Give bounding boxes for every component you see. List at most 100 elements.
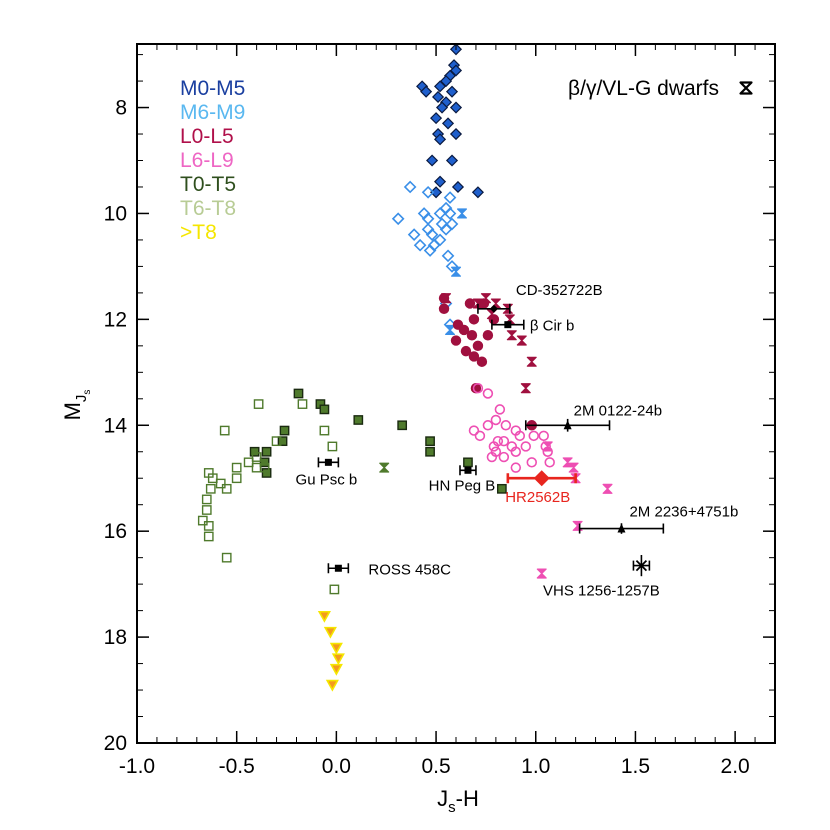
data-point <box>434 80 447 93</box>
data-point <box>463 457 473 468</box>
companion-marker <box>635 559 648 572</box>
data-point <box>438 303 450 314</box>
data-point <box>221 552 232 563</box>
data-point <box>602 483 613 494</box>
data-point <box>441 249 455 263</box>
data-point <box>243 457 254 468</box>
data-point <box>251 462 262 473</box>
data-point <box>325 679 339 692</box>
x-tick-label: 2.0 <box>721 755 750 778</box>
data-point <box>403 180 417 194</box>
data-point <box>317 610 331 623</box>
data-point <box>498 451 510 463</box>
companion-marker <box>464 466 472 474</box>
data-point <box>506 330 517 341</box>
data-point <box>471 186 484 199</box>
data-point <box>445 154 459 167</box>
data-point <box>430 112 443 125</box>
data-point <box>407 228 421 241</box>
data-point <box>480 293 491 304</box>
data-point <box>443 191 457 204</box>
data-point <box>482 330 494 341</box>
data-marks <box>197 43 613 692</box>
data-point <box>486 451 498 463</box>
data-point <box>251 452 262 462</box>
companion-marks: CD-352722B β Cir b 2M 0122-24b Gu Psc b HN P… <box>296 282 739 600</box>
data-point <box>464 298 476 309</box>
data-point <box>542 441 553 452</box>
data-point <box>329 663 343 676</box>
legend-entry: L6-L9 <box>180 149 234 172</box>
data-point <box>520 441 532 452</box>
data-point <box>482 388 494 399</box>
data-point <box>439 75 453 88</box>
data-point <box>439 223 453 236</box>
data-point <box>279 425 290 436</box>
data-point <box>441 117 455 130</box>
data-point <box>329 642 343 655</box>
data-point <box>201 494 212 505</box>
y-axis-label: MJs <box>60 390 93 421</box>
data-point <box>219 425 230 436</box>
data-point <box>432 90 445 104</box>
y-tick-label: 18 <box>104 626 127 649</box>
data-point <box>510 446 522 457</box>
companion-label: ROSS 458C <box>368 561 451 578</box>
legend-entry: T6-T8 <box>180 197 236 220</box>
data-point <box>261 468 272 478</box>
data-point <box>538 430 549 442</box>
data-point <box>203 531 214 542</box>
data-point <box>327 441 338 452</box>
legend-entry: L0-L5 <box>180 125 234 148</box>
data-point <box>494 404 506 415</box>
companion-marker <box>533 470 550 487</box>
data-point <box>449 127 463 141</box>
data-point <box>500 420 512 431</box>
companion-marker <box>563 420 572 430</box>
data-point <box>420 85 433 98</box>
x-tick-label: 0.0 <box>322 755 351 778</box>
x-tick-label: 1.5 <box>621 755 650 778</box>
companion-marker <box>617 523 626 533</box>
data-point <box>391 212 405 226</box>
data-point <box>221 483 232 494</box>
data-point <box>476 356 488 367</box>
y-label-subsub: s <box>82 390 93 395</box>
data-point <box>510 462 522 473</box>
data-point <box>468 351 480 362</box>
data-point <box>425 436 435 447</box>
companion-label: HR2562B <box>505 489 570 506</box>
data-point <box>353 415 364 425</box>
data-point <box>456 208 468 219</box>
data-point <box>472 298 483 309</box>
data-point <box>544 457 555 468</box>
data-point <box>426 154 439 167</box>
y-tick-label: 14 <box>104 414 128 437</box>
data-point <box>490 414 502 426</box>
hourglass-legend-icon <box>739 81 753 95</box>
data-point <box>249 446 260 457</box>
data-point <box>466 330 478 341</box>
hourglass-marker <box>739 81 753 95</box>
data-point <box>496 483 507 494</box>
svg-text:MJs: MJs <box>60 390 93 421</box>
data-point <box>516 335 527 346</box>
legend-entry: T0-T5 <box>180 173 236 196</box>
companion-marker <box>334 564 342 572</box>
legend-entry: >T8 <box>180 221 217 244</box>
data-point <box>482 420 494 431</box>
data-point <box>207 473 218 484</box>
data-point <box>468 425 480 436</box>
y-tick-label: 16 <box>104 520 127 543</box>
y-tick-label: 8 <box>115 97 127 120</box>
data-point <box>526 356 537 367</box>
companion-label: 2M 2236+4751b <box>629 504 738 521</box>
data-point <box>293 388 304 399</box>
data-point <box>201 505 212 515</box>
x-tick-label: 1.0 <box>521 755 550 778</box>
data-point <box>441 293 452 304</box>
companion-label: 2M 0122-24b <box>574 402 662 419</box>
legend-entry: M0-M5 <box>180 77 245 100</box>
